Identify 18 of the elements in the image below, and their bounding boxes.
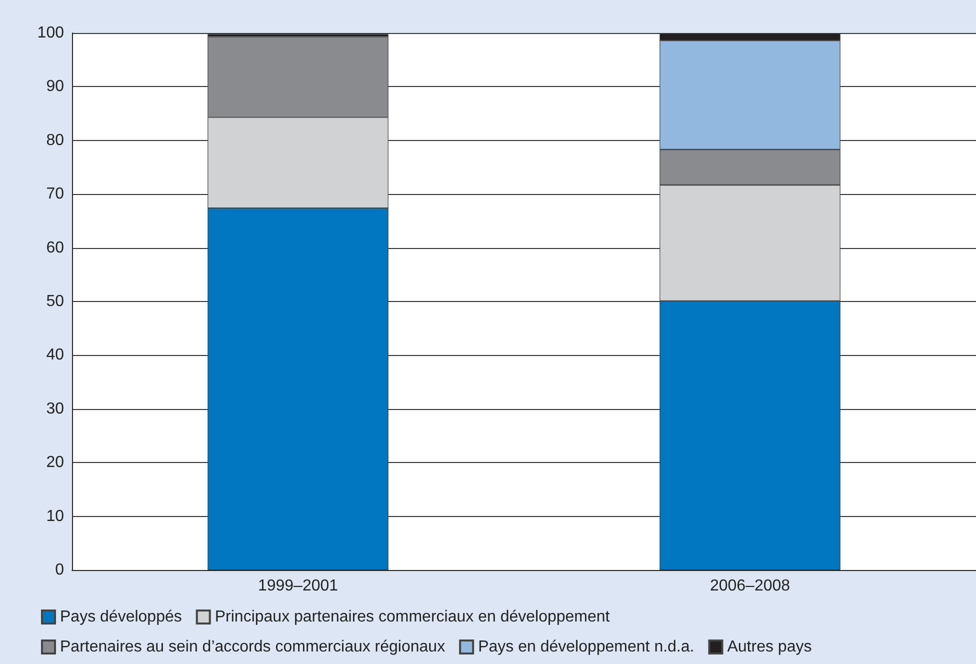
x-tick-label: 2006–2008 bbox=[710, 578, 790, 594]
y-tick-label: 100 bbox=[37, 24, 64, 42]
y-tick-label: 40 bbox=[46, 346, 64, 364]
y-tick-label: 50 bbox=[46, 293, 64, 310]
legend-label: Principaux partenaires commerciaux en développement bbox=[214, 608, 610, 626]
y-tick-label: 80 bbox=[46, 132, 64, 149]
y-tick-label: 30 bbox=[46, 400, 64, 418]
legend-label: Pays développés bbox=[60, 608, 182, 626]
y-tick-label: 70 bbox=[46, 186, 64, 203]
y-tick-label: 0 bbox=[55, 562, 64, 578]
y-tick-label: 90 bbox=[46, 78, 64, 96]
legend-label: Partenaires au sein d’accords commerciaux régionaux bbox=[60, 638, 446, 656]
y-tick-label: 10 bbox=[46, 508, 64, 525]
legend-label: Autres pays bbox=[727, 638, 812, 656]
x-tick-label: 1999–2001 bbox=[258, 578, 338, 594]
y-tick-label: 20 bbox=[46, 454, 64, 472]
y-tick-label: 60 bbox=[46, 239, 64, 256]
legend-label: Pays en développement n.d.a. bbox=[478, 638, 694, 656]
